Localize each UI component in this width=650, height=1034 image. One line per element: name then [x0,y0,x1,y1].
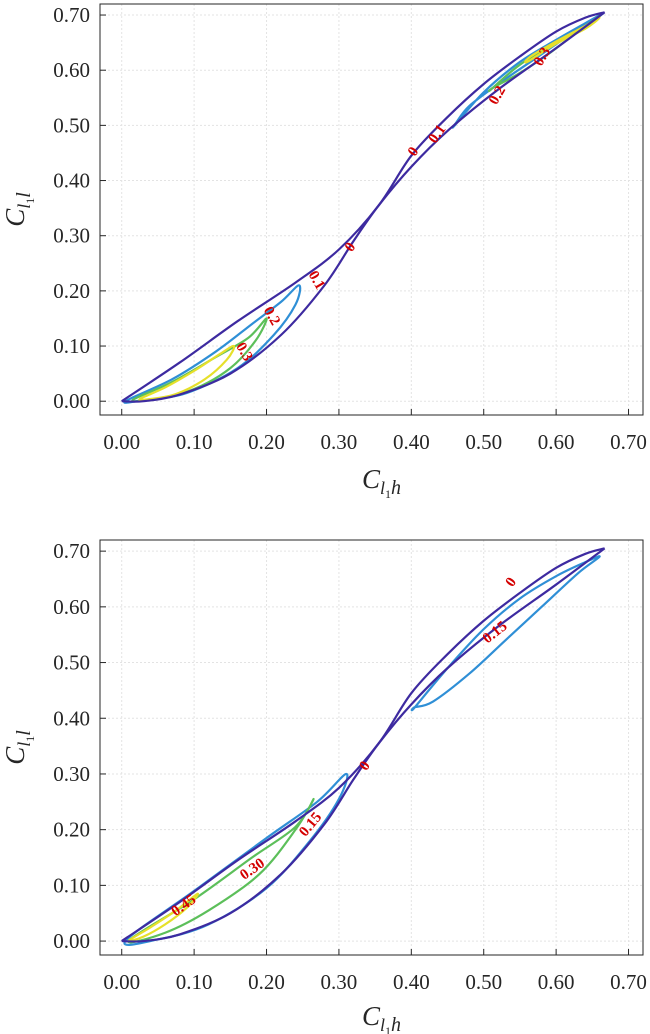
y-tick-label: 0.40 [53,169,90,193]
y-tick-label: 0.10 [53,334,90,358]
y-tick-label: 0.60 [53,595,90,619]
contour-label: 0 [503,575,520,590]
contour-label: 0.2 [260,304,283,328]
y-axis-label: Cl1l [0,192,37,227]
axes-frame [99,3,644,416]
y-tick-label: 0.10 [53,873,90,897]
x-tick-label: 0.30 [321,430,358,454]
x-tick-label: 0.30 [321,970,358,994]
y-tick-label: 0.30 [53,762,90,786]
y-axis-label: Cl1l [0,730,37,765]
contour-line-0-upper [121,547,605,942]
x-tick-label: 0.10 [176,970,213,994]
x-axis-label: Cl1h [362,464,401,501]
axes-frame [99,539,644,956]
contour-label: 0.15 [480,618,511,647]
x-tick-label: 0.60 [538,430,575,454]
y-tick-label: 0.00 [53,389,90,413]
contour-line-0_45 [127,892,200,943]
contour-label: 0.1 [305,268,328,292]
y-tick-label: 0.50 [53,113,90,137]
top-contour-panel: 0.00 0.10 0.20 0.30 0.40 0.50 0.60 0.700.000.10… [0,3,647,501]
y-tick-label: 0.70 [53,3,90,27]
y-tick-label: 0.50 [53,651,90,675]
x-axis-label: Cl1h [362,1001,401,1034]
x-tick-label: 0.50 [465,970,502,994]
x-tick-label: 0.40 [393,430,430,454]
contour-line-0-lower [121,547,606,943]
bottom-contour-panel: 0.00 0.10 0.20 0.30 0.40 0.50 0.60 0.70 0.00 0.10… [0,539,647,1034]
y-tick-label: 0.00 [53,929,90,953]
contour-line-0_15 [410,555,601,712]
y-tick-label: 0.60 [53,58,90,82]
x-tick-label: 0.70 [610,430,647,454]
x-tick-label: 0.70 [610,970,647,994]
y-tick-label: 0.20 [53,818,90,842]
contour-line-0_30 [127,797,315,944]
y-tick-label: 0.30 [53,224,90,248]
x-tick-label: 0.20 [248,430,285,454]
x-tick-label: 0.50 [465,430,502,454]
x-tick-label: 0.00 [103,430,140,454]
contour-line-0-lower [121,11,606,403]
contour-line-0-upper [121,11,605,403]
y-tick-label: 0.20 [53,279,90,303]
contour-line-0_3 [138,344,236,402]
contour-label: 0 [342,240,359,255]
x-tick-label: 0.40 [393,970,430,994]
y-tick-label: 0.40 [53,706,90,730]
y-tick-label: 0.70 [53,539,90,563]
x-tick-label: 0.20 [248,970,285,994]
x-tick-label: 0.10 [176,430,213,454]
x-tick-label: 0.00 [103,970,140,994]
x-tick-label: 0.60 [538,970,575,994]
